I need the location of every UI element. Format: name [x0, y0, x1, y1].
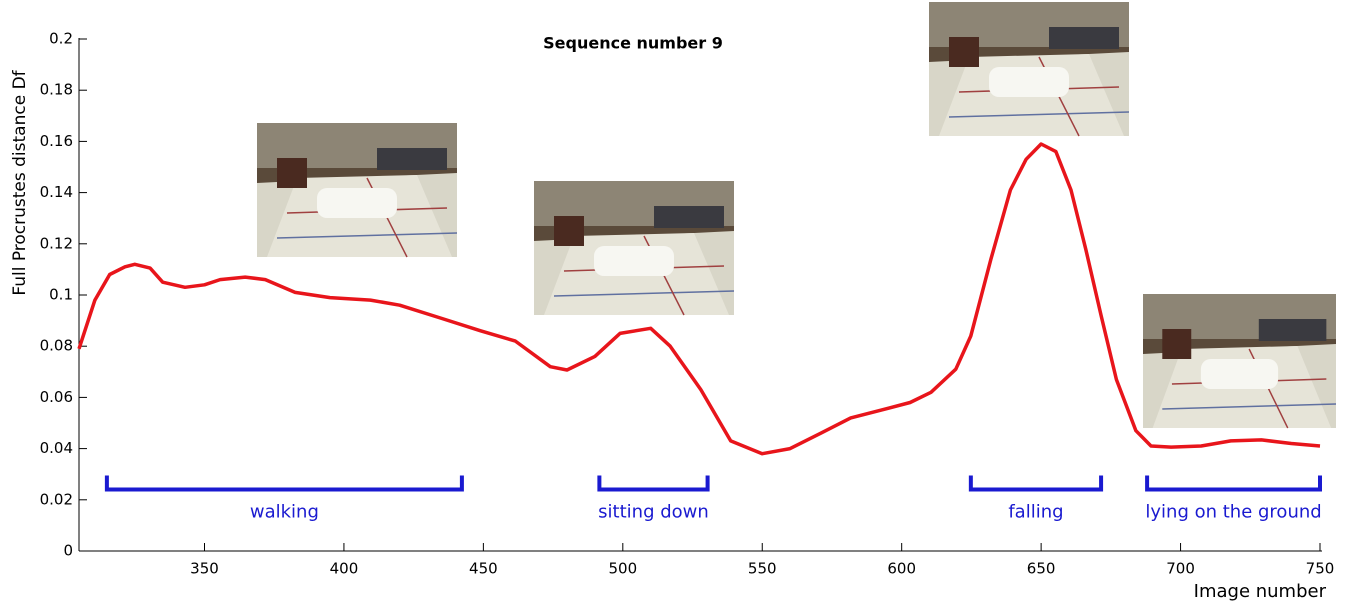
x-tick-label: 750: [1306, 560, 1335, 578]
annotation-label: lying on the ground: [1145, 502, 1321, 523]
bracket: [968, 475, 1104, 492]
x-tick-label: 550: [748, 560, 777, 578]
annotation-label: walking: [250, 502, 319, 523]
video-frame: [928, 1, 1130, 137]
bracket: [1145, 475, 1322, 492]
x-tick-label: 700: [1166, 560, 1195, 578]
y-tick-label: 0.02: [40, 490, 73, 508]
y-tick-label: 0.1: [49, 286, 73, 304]
x-tick-label: 400: [330, 560, 359, 578]
y-tick-label: 0: [63, 542, 73, 560]
chart-title: Sequence number 9: [543, 34, 723, 53]
y-axis-label: Full Procrustes distance Df: [10, 69, 30, 295]
annotation-label: falling: [1008, 502, 1063, 523]
video-frame: [256, 122, 458, 258]
video-frame: [533, 180, 735, 316]
y-tick-label: 0.18: [40, 81, 73, 99]
bracket: [104, 475, 464, 492]
y-tick-label: 0.14: [40, 183, 73, 201]
y-tick-label: 0.16: [40, 132, 73, 150]
x-tick-label: 450: [469, 560, 498, 578]
x-axis-label: Image number: [1194, 581, 1327, 602]
x-tick-label: 500: [608, 560, 637, 578]
annotation-label: sitting down: [598, 502, 709, 523]
bracket: [597, 475, 710, 492]
y-tick-label: 0.2: [49, 30, 73, 48]
y-tick-label: 0.06: [40, 388, 73, 406]
x-tick-label: 350: [190, 560, 219, 578]
y-tick-label: 0.08: [40, 337, 73, 355]
video-frame: [1142, 293, 1337, 429]
y-tick-label: 0.04: [40, 439, 73, 457]
data-line: [77, 142, 1321, 456]
y-tick-label: 0.12: [40, 234, 73, 252]
x-tick-label: 650: [1027, 560, 1056, 578]
x-tick-label: 600: [887, 560, 916, 578]
